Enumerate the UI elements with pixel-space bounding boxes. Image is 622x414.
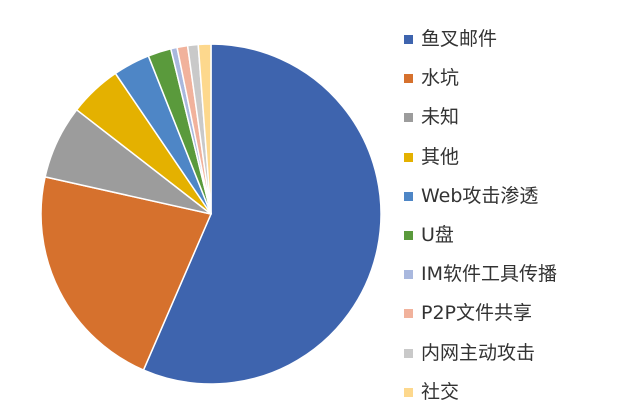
legend-swatch xyxy=(404,231,413,240)
legend-swatch xyxy=(404,74,413,83)
legend-item: 鱼叉邮件 xyxy=(404,20,614,59)
legend-label: 未知 xyxy=(421,108,459,127)
legend-label: 其他 xyxy=(421,148,459,167)
legend-item: P2P文件共享 xyxy=(404,294,614,333)
legend-label: 内网主动攻击 xyxy=(421,344,535,363)
legend-swatch xyxy=(404,192,413,201)
legend-item: U盘 xyxy=(404,216,614,255)
legend-label: P2P文件共享 xyxy=(421,304,532,323)
chart-legend: 鱼叉邮件水坑未知其他 Web攻击渗透 U盘 IM软件工具传播 P2P文件共享 内网主动攻击… xyxy=(404,20,614,412)
legend-swatch xyxy=(404,270,413,279)
legend-swatch xyxy=(404,153,413,162)
legend-item: 未知 xyxy=(404,98,614,137)
legend-item: 社交 xyxy=(404,373,614,412)
legend-item: 其他 xyxy=(404,138,614,177)
legend-swatch xyxy=(404,349,413,358)
legend-label: 鱼叉邮件 xyxy=(421,30,497,49)
legend-item: 水坑 xyxy=(404,59,614,98)
legend-swatch xyxy=(404,113,413,122)
legend-label: IM软件工具传播 xyxy=(421,265,557,284)
legend-label: 水坑 xyxy=(421,69,459,88)
legend-label: 社交 xyxy=(421,383,459,402)
legend-item: 内网主动攻击 xyxy=(404,334,614,373)
legend-swatch xyxy=(404,309,413,318)
legend-label: Web攻击渗透 xyxy=(421,187,538,206)
legend-swatch xyxy=(404,35,413,44)
legend-item: IM软件工具传播 xyxy=(404,255,614,294)
legend-label: U盘 xyxy=(421,226,454,245)
legend-swatch xyxy=(404,388,413,397)
legend-item: Web攻击渗透 xyxy=(404,177,614,216)
